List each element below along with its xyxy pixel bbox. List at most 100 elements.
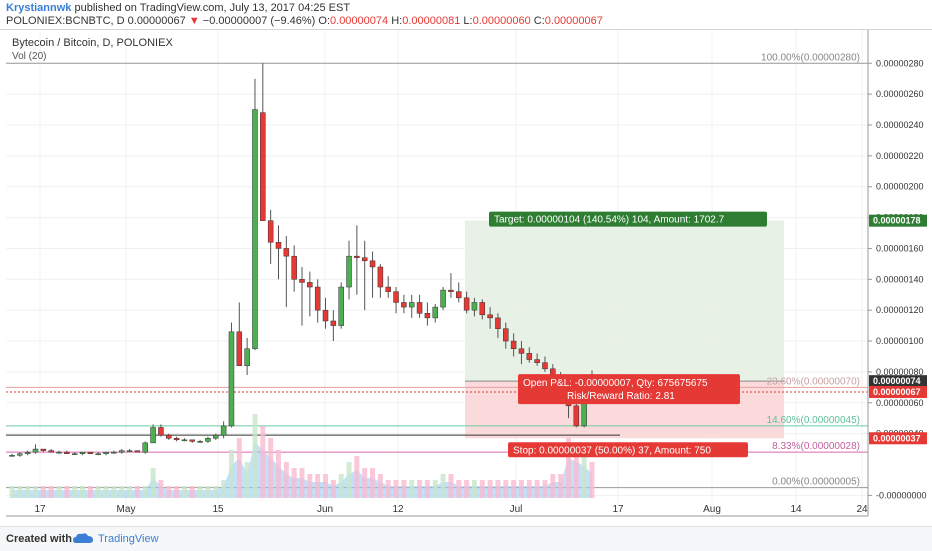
volume-bar [338,474,344,498]
candle-body [220,425,227,436]
author-link[interactable]: Krystiannwk [6,2,72,14]
volume-bars [9,414,595,498]
volume-bar [166,486,172,498]
candle-body [299,279,305,283]
volume-bar [526,480,532,498]
publish-line: Krystiannwk published on TradingView.com… [6,2,350,14]
risk-reward-label: Risk/Reward Ratio: 2.81 [567,391,675,402]
y-tick-label: 0.00000200 [876,182,924,192]
target-label-box [489,211,767,227]
candle-body [40,448,47,451]
candle-body [228,331,235,427]
open-label: O: [318,15,331,27]
volume-bar [111,486,117,498]
volume-bar [252,414,258,498]
volume-bar [581,450,587,498]
last-price: 0.00000067 [127,15,186,27]
candle-body [369,260,376,268]
fib-label: 0.00%(0.00000005) [772,477,860,488]
candle-body [189,439,196,442]
volume-bar [550,474,556,498]
down-arrow-icon: ▼ [188,15,200,27]
candle-body [166,434,172,439]
volume-bar [134,486,140,498]
price-tag-box [869,375,927,388]
volume-bar [323,474,329,498]
chart-header: Krystiannwk published on TradingView.com… [0,0,932,28]
candle-body [24,451,31,454]
volume-bar [142,486,148,498]
footer: Created with TradingView [0,526,932,551]
volume-bar [127,486,133,498]
pnl-label-box [518,374,740,405]
volume-bar [558,474,564,498]
fib-label: 100.00%(0.00000280) [761,52,860,63]
x-tick-label: May [117,504,136,515]
price-tag-label: 0.00000074 [873,376,921,386]
volume-bar [197,486,203,498]
volume-bar [417,480,423,498]
volume-bar [158,480,164,498]
volume-bar [9,486,15,498]
volume-bar [503,480,509,498]
volume-bar [181,486,187,498]
volume-bar [150,468,156,498]
volume-bar [377,474,383,498]
candle-body [118,450,125,453]
candle-body [479,302,486,316]
volume-bar [64,486,70,498]
tradingview-cloud-icon [73,533,93,543]
candle-body [354,255,360,258]
volume-bar [33,486,39,498]
volume-bar [362,468,368,498]
volume-bar [275,450,281,498]
volume-bar [565,438,571,498]
volume-bar [17,486,23,498]
volume-bar [95,486,101,498]
price-chart[interactable]: 100.00%(0.00000280) 23.60%(0.00000070) 14.… [0,30,932,526]
candle-body [32,448,39,453]
pnl-label: Open P&L: -0.00000007, Qty: 675675675 [523,378,708,389]
volume-bar [103,486,109,498]
candle-body [142,442,148,453]
volume-bar [393,480,399,498]
x-tick-label: 14 [790,504,802,515]
volume-bar [471,480,477,498]
volume-bar [330,480,336,498]
candle-body [408,302,415,308]
x-tick-label: 17 [34,504,46,515]
candle-body [330,320,337,326]
y-tick-label: 0.00000220 [876,151,924,161]
candle-body [393,291,399,303]
target-zone [465,220,784,382]
price-tag-label: 0.00000178 [873,216,921,226]
candle-body [134,450,141,453]
candle-body [267,220,274,243]
candle-body [275,242,282,249]
candle-body [424,313,431,319]
volume-bar [534,480,540,498]
ohlc-line: POLONIEX:BCNBTC, D 0.00000067 ▼ −0.00000… [6,15,603,27]
header-divider [0,29,932,30]
volume-bar [56,486,62,498]
y-tick-label: 0.00000140 [876,274,924,284]
low-value: 0.00000060 [472,15,531,27]
candle-body [158,427,164,436]
symbol-label: POLONIEX:BCNBTC, D [6,15,125,27]
tradingview-brand[interactable]: TradingView [98,533,159,545]
candle-body [307,282,313,288]
fib-label: 8.33%(0.00000028) [772,441,860,452]
candle-body [518,348,525,354]
x-tick-label: Aug [703,504,721,515]
candle-body [385,286,391,292]
chart-title: Bytecoin / Bitcoin, D, POLONIEX [12,37,173,49]
candle-body [260,112,266,221]
volume-bar [346,462,352,498]
volume-bar [518,480,524,498]
candle-body [471,302,478,311]
x-axis: 17 May 15 Jun 12 Jul 17 Aug 14 24 [34,504,868,515]
fib-label: 23.60%(0.00000070) [767,376,860,387]
volume-bar [299,468,305,498]
candle-body [205,438,211,442]
candle-body [64,451,70,454]
